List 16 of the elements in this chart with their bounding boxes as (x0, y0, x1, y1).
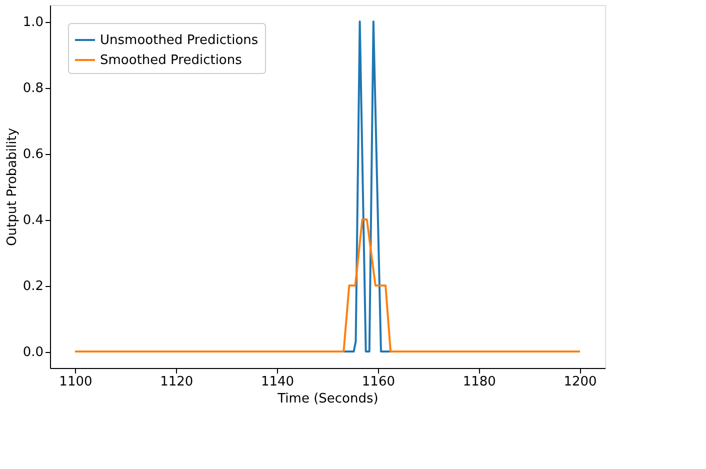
x-tick-label: 1100 (59, 374, 92, 390)
y-tick-label: 0.4 (22, 213, 44, 228)
y-tick-label: 0.8 (22, 81, 44, 96)
x-axis-title: Time (Seconds) (276, 392, 378, 406)
x-tick-label: 1180 (462, 374, 496, 390)
y-axis-title: Output Probability (4, 128, 20, 246)
legend-label: Unsmoothed Predictions (100, 33, 258, 48)
legend-label: Smoothed Predictions (100, 53, 242, 68)
y-tick-label: 0.6 (22, 147, 44, 162)
y-tick-label: 1.0 (22, 15, 44, 30)
x-tick-label: 1140 (261, 374, 294, 390)
x-tick-label: 1120 (160, 374, 194, 390)
y-tick-label: 0.0 (22, 345, 44, 360)
x-tick-label: 1200 (564, 374, 597, 390)
x-tick-label: 1160 (362, 374, 395, 390)
y-tick-label: 0.2 (22, 279, 44, 294)
